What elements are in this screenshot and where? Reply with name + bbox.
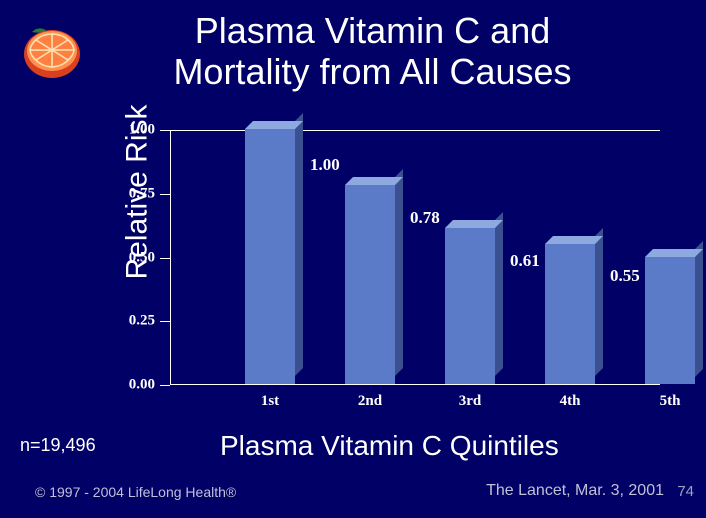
bar: [545, 244, 595, 384]
x-tick-label: 3rd: [459, 393, 482, 410]
y-tick: [160, 130, 170, 131]
bar-chart: 0.000.250.500.751.00 1st2nd3rd4th5th 1.0…: [115, 130, 660, 430]
x-tick-label: 1st: [261, 393, 279, 410]
y-tick-label: 0.50: [115, 249, 155, 266]
bar: [445, 228, 495, 384]
y-tick: [160, 321, 170, 322]
source-citation: The Lancet, Mar. 3, 2001: [486, 482, 664, 500]
slide-title: Plasma Vitamin C and Mortality from All …: [99, 10, 686, 93]
x-tick-label: 5th: [660, 393, 681, 410]
citrus-icon: [20, 20, 84, 84]
copyright-text: © 1997 - 2004 LifeLong Health®: [35, 484, 236, 500]
x-tick-label: 2nd: [358, 393, 382, 410]
sample-size: n=19,496: [20, 435, 96, 456]
y-tick: [160, 385, 170, 386]
y-tick-label: 0.25: [115, 313, 155, 330]
y-tick: [160, 258, 170, 259]
page-number: 74: [677, 483, 694, 500]
y-tick-label: 0.00: [115, 377, 155, 394]
bar-value-label: 0.61: [510, 251, 540, 271]
bar-value-label: 0.78: [410, 208, 440, 228]
y-tick-label: 1.00: [115, 122, 155, 139]
bar: [245, 129, 295, 384]
plot-region: [170, 130, 660, 385]
bar: [645, 257, 695, 385]
x-axis-label: Plasma Vitamin C Quintiles: [220, 430, 559, 462]
bar-value-label: 1.00: [310, 155, 340, 175]
title-line-2: Mortality from All Causes: [173, 51, 571, 92]
title-line-1: Plasma Vitamin C and: [195, 10, 551, 51]
header: Plasma Vitamin C and Mortality from All …: [0, 0, 706, 93]
bar: [345, 185, 395, 384]
bar-value-label: 0.55: [610, 266, 640, 286]
x-tick-label: 4th: [560, 393, 581, 410]
y-tick: [160, 194, 170, 195]
y-tick-label: 0.75: [115, 185, 155, 202]
